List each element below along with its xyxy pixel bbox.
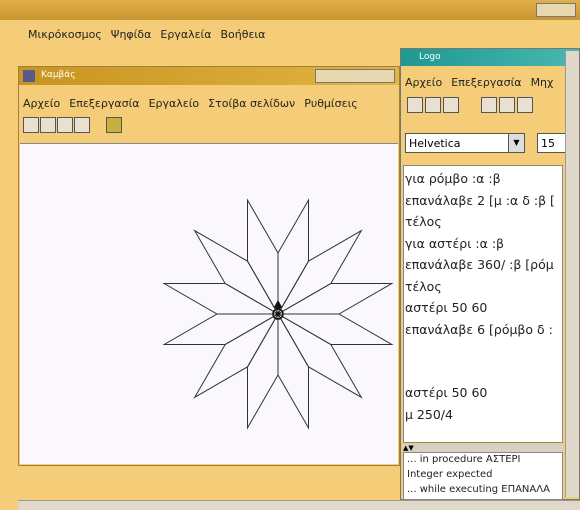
logo-window: Logo Αρχείο Επεξεργασία Μηχ Helvetica ▼ 15… bbox=[400, 48, 580, 500]
tool-button[interactable] bbox=[57, 117, 73, 133]
code-line: για ρόμβο :α :β bbox=[405, 168, 563, 189]
output-line: ... in procedure ΑΣΤΕΡΙ bbox=[407, 453, 563, 467]
font-name: Helvetica bbox=[409, 137, 461, 150]
tool-button[interactable] bbox=[40, 117, 56, 133]
code-line: τέλος bbox=[405, 211, 563, 232]
rhombus bbox=[195, 231, 278, 314]
tool-button[interactable] bbox=[407, 97, 423, 113]
rhombus bbox=[278, 314, 361, 397]
window-buttons[interactable] bbox=[536, 3, 576, 17]
logo-title: Logo bbox=[419, 52, 441, 62]
rhombus bbox=[278, 200, 309, 314]
tool-button[interactable] bbox=[499, 97, 515, 113]
code-line: τέλος bbox=[405, 276, 563, 297]
main-menu: Μικρόκοσμος Ψηφίδα Εργαλεία Βοήθεια bbox=[28, 23, 328, 41]
font-size: 15 bbox=[541, 137, 555, 150]
menu-item[interactable]: Επεξεργασία bbox=[451, 76, 521, 89]
menu-item[interactable]: Βοήθεια bbox=[221, 28, 266, 41]
menu-item[interactable]: Αρχείο bbox=[23, 97, 60, 110]
code-line: αστέρι 50 60 bbox=[405, 297, 563, 318]
window-icon bbox=[23, 70, 35, 82]
logo-toolbar bbox=[403, 93, 563, 117]
rhombus bbox=[164, 314, 278, 345]
rhombus bbox=[248, 314, 279, 428]
menu-item[interactable]: Αρχείο bbox=[405, 76, 442, 89]
rhombus bbox=[195, 314, 278, 397]
dropdown-arrow[interactable]: ▼ bbox=[508, 134, 524, 152]
tool-button[interactable] bbox=[517, 97, 533, 113]
tool-button[interactable] bbox=[74, 117, 90, 133]
code-line: επανάλαβε 6 [ρόμβο δ : bbox=[405, 319, 563, 340]
turtle-center bbox=[276, 312, 280, 316]
splitter[interactable]: ▲▼ bbox=[403, 444, 563, 452]
tool-button[interactable] bbox=[425, 97, 441, 113]
menu-item[interactable]: Εργαλεία bbox=[160, 28, 211, 41]
rhombus bbox=[278, 231, 361, 314]
canvas-toolbar bbox=[21, 113, 141, 139]
canvas-title: Καμβάς bbox=[41, 70, 76, 80]
screen: Μικρόκοσμος Ψηφίδα Εργαλεία Βοήθεια Καμβάς … bbox=[0, 0, 580, 510]
rhombus bbox=[278, 314, 309, 428]
drawing-canvas bbox=[20, 143, 398, 464]
output-line: Integer expected bbox=[407, 468, 563, 482]
font-select[interactable]: Helvetica ▼ bbox=[405, 133, 525, 153]
rhombus bbox=[164, 284, 278, 315]
menu-item[interactable]: Ρυθμίσεις bbox=[304, 97, 358, 110]
menu-item[interactable]: Εργαλείο bbox=[149, 97, 200, 110]
code-line: μ 250/4 bbox=[405, 404, 563, 425]
rhombus bbox=[278, 314, 392, 345]
tool-button[interactable] bbox=[106, 117, 122, 133]
vertical-scrollbar[interactable] bbox=[565, 51, 579, 497]
code-line: αστέρι 50 60 bbox=[405, 382, 563, 403]
logo-title-bar: Logo bbox=[401, 49, 579, 66]
code-line: επανάλαβε 2 [μ :α δ :β [ bbox=[405, 190, 563, 211]
font-size-select[interactable]: 15 bbox=[537, 133, 567, 153]
code-line: επανάλαβε 360/ :β [ρόμ bbox=[405, 254, 563, 275]
main-title-bar bbox=[0, 0, 580, 20]
menu-item[interactable]: Μηχ bbox=[531, 76, 554, 89]
rhombus bbox=[278, 284, 392, 315]
rhombus bbox=[248, 200, 279, 314]
horizontal-scrollbar[interactable] bbox=[18, 500, 580, 510]
window-buttons[interactable] bbox=[315, 69, 395, 83]
tool-button[interactable] bbox=[481, 97, 497, 113]
output-line: ... while executing ΕΠΑΝΑΛΑ bbox=[407, 483, 563, 497]
menu-item[interactable]: Μικρόκοσμος bbox=[28, 28, 102, 41]
canvas-window: Καμβάς Αρχείο Επεξεργασία Εργαλείο Στοίβα σ… bbox=[18, 66, 400, 466]
menu-item[interactable]: Επεξεργασία bbox=[69, 97, 139, 110]
tool-button[interactable] bbox=[23, 117, 39, 133]
tool-button[interactable] bbox=[443, 97, 459, 113]
code-line: για αστέρι :α :β bbox=[405, 233, 563, 254]
canvas-menu: Αρχείο Επεξεργασία Εργαλείο Στοίβα σελίδων Ρ… bbox=[23, 92, 393, 110]
logo-menu: Αρχείο Επεξεργασία Μηχ bbox=[405, 71, 565, 89]
menu-item[interactable]: Ψηφίδα bbox=[111, 28, 152, 41]
menu-item[interactable]: Στοίβα σελίδων bbox=[208, 97, 295, 110]
canvas-title-bar: Καμβάς bbox=[19, 67, 399, 85]
